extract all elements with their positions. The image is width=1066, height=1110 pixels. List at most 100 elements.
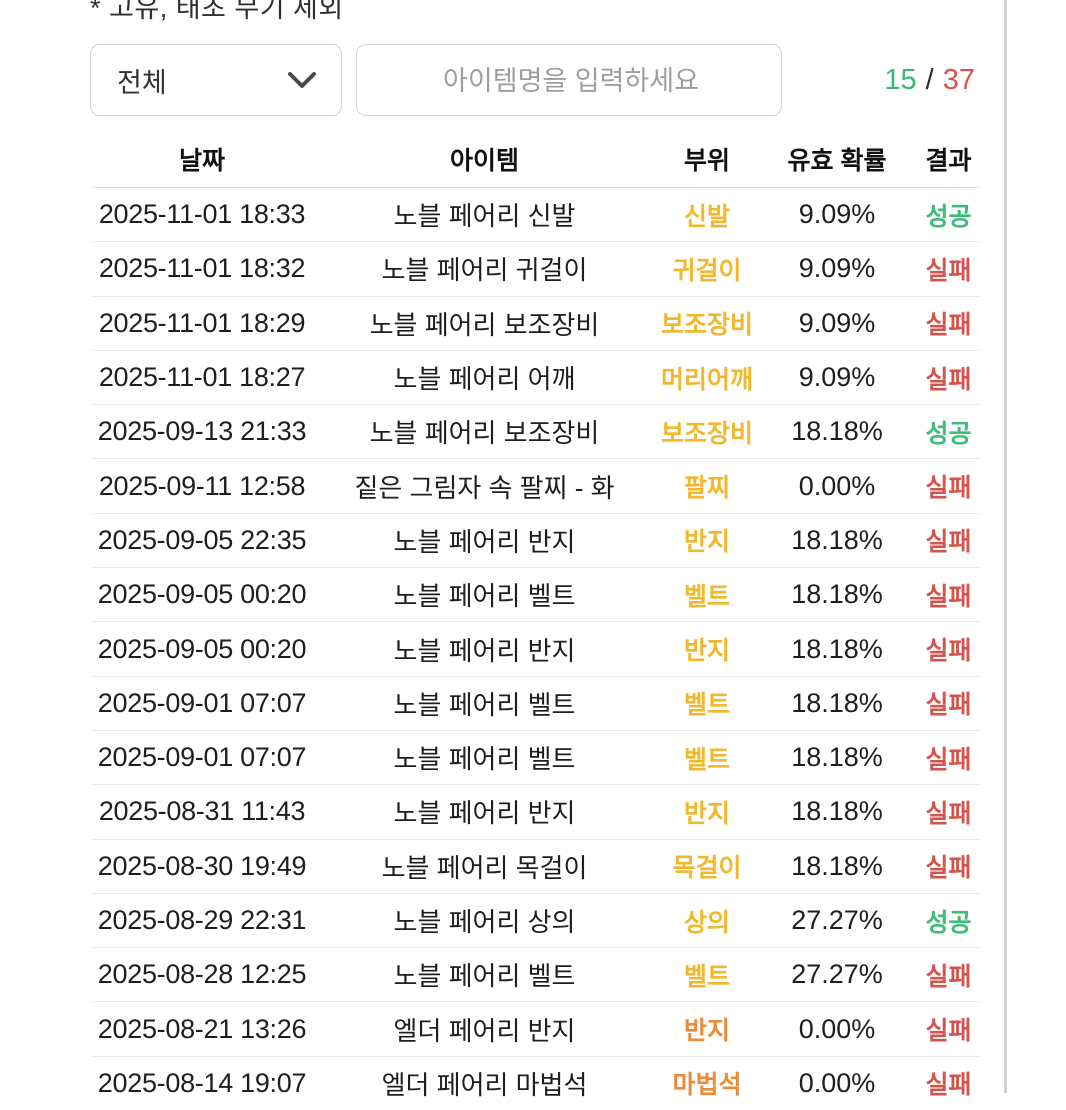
cell-probability: 18.18%	[791, 796, 883, 827]
cell-date: 2025-08-30 19:49	[97, 850, 307, 881]
cell-date: 2025-08-29 22:31	[97, 905, 307, 935]
cell-date: 2025-08-14 19:07	[97, 1067, 307, 1098]
cell-date: 2025-11-01 18:33	[98, 199, 306, 230]
table-row: 2025-08-21 13:26 엘더 페어리 반지 반지 0.00% 실패	[92, 1002, 980, 1057]
header-item: 아이템	[449, 146, 519, 175]
table-row: 2025-11-01 18:29 노블 페어리 보조장비 보조장비 9.09% …	[92, 297, 980, 351]
cell-probability: 0.00%	[798, 470, 876, 501]
table-row: 2025-08-28 12:25 노블 페어리 벨트 벨트 27.27% 실패	[92, 948, 980, 1003]
cell-date: 2025-08-28 12:25	[97, 959, 307, 990]
cell-item: 노블 페어리 벨트	[393, 961, 576, 992]
cell-probability: 18.18%	[791, 742, 883, 773]
cell-date: 2025-08-31 11:43	[98, 796, 306, 827]
total-count: 37	[942, 63, 975, 96]
cell-date: 2025-09-13 21:33	[97, 416, 307, 447]
cell-item: 엘더 페어리 반지	[393, 1015, 576, 1046]
cell-result: 성공	[925, 419, 972, 448]
cell-result: 실패	[925, 745, 972, 774]
cell-probability: 18.18%	[791, 416, 883, 447]
table-row: 2025-08-30 19:49 노블 페어리 목걸이 목걸이 18.18% 실…	[92, 840, 980, 894]
cell-item: 엘더 페어리 마법석	[381, 1069, 588, 1100]
table-row: 2025-08-14 19:07 엘더 페어리 마법석 마법석 0.00% 실패	[92, 1057, 980, 1110]
cell-part: 팔찌	[683, 474, 730, 503]
cell-part: 목걸이	[672, 854, 742, 883]
table-row: 2025-11-01 18:33 노블 페어리 신발 신발 9.09% 성공	[92, 188, 980, 243]
cell-result: 실패	[925, 311, 972, 340]
cell-part: 마법석	[672, 1071, 742, 1100]
cell-probability: 9.09%	[798, 253, 876, 284]
counter-separator: /	[925, 63, 934, 96]
cell-part: 반지	[683, 637, 730, 666]
table-row: 2025-08-31 11:43 노블 페어리 반지 반지 18.18% 실패	[92, 785, 980, 840]
cell-part: 머리어깨	[660, 365, 753, 394]
cell-item: 노블 페어리 귀걸이	[381, 255, 588, 286]
cell-probability: 18.18%	[791, 633, 883, 664]
header-probability: 유효 확률	[787, 146, 887, 175]
cell-result: 실패	[925, 256, 972, 285]
enhancement-history-table: 날짜 아이템 부위 유효 확률 결과 2025-11-01 18:33 노블 페…	[92, 130, 980, 1110]
cell-part: 보조장비	[660, 311, 753, 340]
table-row: 2025-09-05 00:20 노블 페어리 반지 반지 18.18% 실패	[92, 622, 980, 677]
cell-part: 반지	[683, 1017, 730, 1046]
exclusion-note: * 고유, 태초 무기 제외	[90, 0, 344, 23]
cell-probability: 27.27%	[791, 959, 883, 990]
cell-part: 벨트	[683, 745, 730, 774]
cell-date: 2025-09-11 12:58	[98, 470, 306, 501]
cell-part: 벨트	[683, 691, 730, 720]
scrollbar-track[interactable]	[1004, 0, 1007, 1093]
cell-item: 노블 페어리 반지	[393, 526, 576, 557]
cell-part: 반지	[683, 528, 730, 557]
cell-date: 2025-11-01 18:32	[98, 253, 306, 284]
cell-item: 노블 페어리 벨트	[393, 744, 576, 775]
table-header-row: 날짜 아이템 부위 유효 확률 결과	[92, 130, 980, 188]
cell-item: 노블 페어리 보조장비	[369, 418, 600, 449]
cell-item: 노블 페어리 반지	[393, 798, 576, 829]
chevron-down-icon	[285, 68, 319, 92]
cell-item: 노블 페어리 목걸이	[381, 852, 588, 883]
header-result: 결과	[925, 146, 972, 175]
category-filter-dropdown[interactable]: 전체	[90, 44, 342, 116]
cell-part: 반지	[683, 799, 730, 828]
cell-part: 벨트	[683, 582, 730, 611]
cell-item: 노블 페어리 벨트	[393, 581, 576, 612]
cell-result: 실패	[925, 799, 972, 828]
cell-item: 노블 페어리 벨트	[393, 689, 576, 720]
cell-result: 실패	[925, 691, 972, 720]
table-row: 2025-08-29 22:31 노블 페어리 상의 상의 27.27% 성공	[92, 894, 980, 949]
table-row: 2025-09-01 07:07 노블 페어리 벨트 벨트 18.18% 실패	[92, 731, 980, 786]
cell-probability: 9.09%	[798, 199, 876, 230]
cell-date: 2025-09-01 07:07	[97, 687, 307, 718]
cell-item: 노블 페어리 반지	[393, 635, 576, 666]
cell-part: 귀걸이	[672, 256, 742, 285]
cell-date: 2025-11-01 18:27	[98, 362, 306, 393]
cell-probability: 0.00%	[798, 1013, 876, 1044]
cell-result: 성공	[925, 908, 972, 937]
header-date: 날짜	[178, 146, 225, 175]
cell-item: 노블 페어리 보조장비	[369, 309, 600, 340]
cell-date: 2025-09-05 22:35	[97, 524, 307, 555]
item-search-box	[356, 44, 785, 117]
cell-probability: 18.18%	[791, 850, 883, 881]
table-row: 2025-09-05 00:20 노블 페어리 벨트 벨트 18.18% 실패	[92, 568, 980, 623]
item-search-input[interactable]	[357, 45, 785, 117]
cell-result: 실패	[925, 528, 972, 557]
cell-result: 실패	[925, 1017, 972, 1046]
table-row: 2025-09-11 12:58 짙은 그림자 속 팔찌 - 화 팔찌 0.00…	[92, 459, 980, 514]
cell-date: 2025-09-05 00:20	[97, 579, 307, 610]
success-total-counter: 15 / 37	[884, 44, 975, 116]
cell-date: 2025-09-01 07:07	[97, 742, 307, 773]
cell-item: 노블 페어리 신발	[393, 201, 576, 232]
cell-probability: 18.18%	[791, 524, 883, 555]
cell-part: 신발	[683, 202, 730, 231]
cell-item: 짙은 그림자 속 팔찌 - 화	[354, 472, 615, 503]
table-row: 2025-11-01 18:32 노블 페어리 귀걸이 귀걸이 9.09% 실패	[92, 242, 980, 297]
table-body: 2025-11-01 18:33 노블 페어리 신발 신발 9.09% 성공 2…	[92, 188, 980, 1110]
cell-part: 벨트	[683, 962, 730, 991]
category-filter-selected-value: 전체	[117, 67, 167, 98]
cell-result: 실패	[925, 365, 972, 394]
cell-date: 2025-09-05 00:20	[97, 633, 307, 664]
cell-probability: 9.09%	[798, 307, 876, 338]
cell-result: 실패	[925, 962, 972, 991]
cell-result: 실패	[925, 474, 972, 503]
